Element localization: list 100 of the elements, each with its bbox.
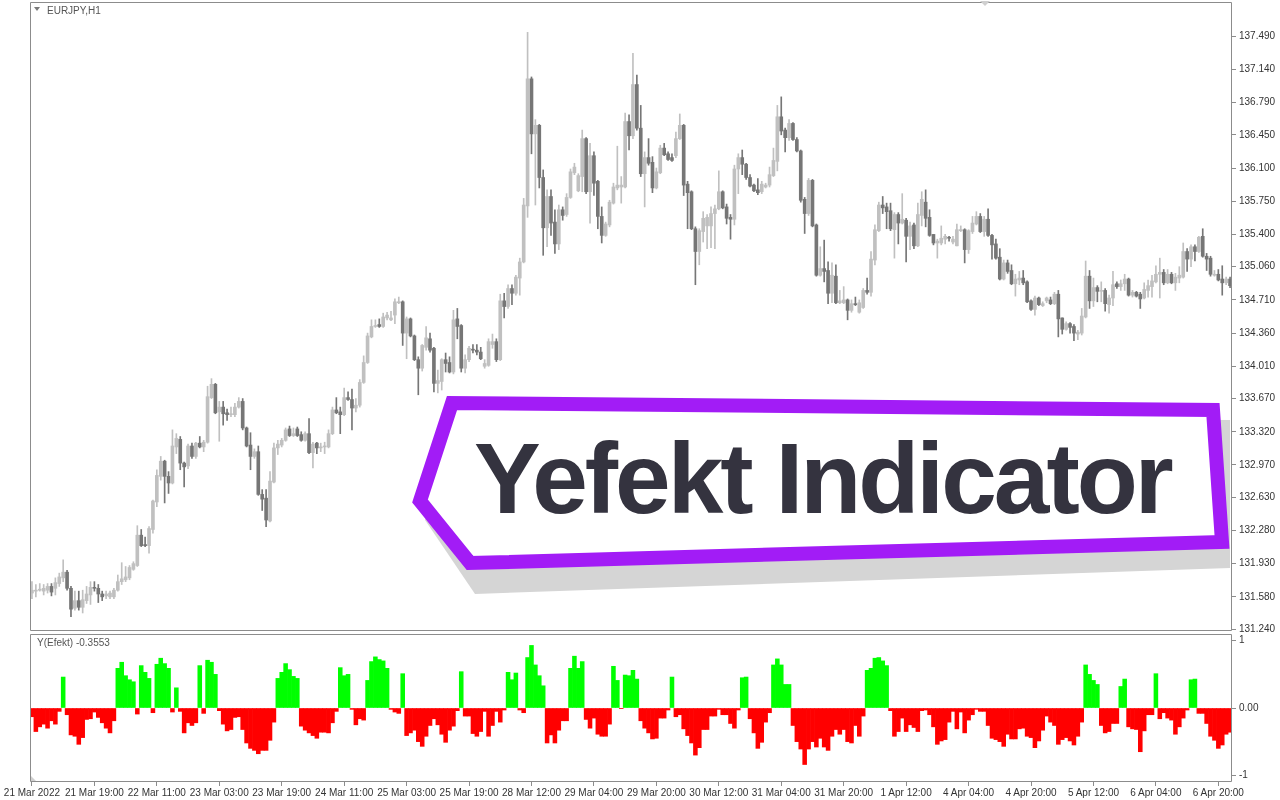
bar <box>88 708 93 720</box>
y-tick-label: 134.360 <box>1239 326 1276 338</box>
bar <box>53 708 58 725</box>
y-tick-label: 132.280 <box>1239 524 1276 536</box>
bar <box>564 708 569 722</box>
bar <box>127 679 132 708</box>
bar <box>158 657 164 708</box>
bar <box>1001 708 1006 747</box>
candlestick <box>502 292 506 319</box>
y-tick-label: 131.580 <box>1239 590 1276 602</box>
y-tick-label: 1 <box>1239 634 1245 646</box>
bar <box>1083 664 1088 708</box>
candlestick <box>229 406 233 417</box>
bar <box>962 708 967 734</box>
x-tick-label: 4 Apr 04:00 <box>943 786 995 798</box>
bar <box>892 708 897 737</box>
y-tick-label: 136.790 <box>1239 96 1276 108</box>
bar <box>458 671 464 708</box>
bar <box>1056 708 1061 745</box>
x-tick-label: 31 Mar 20:00 <box>814 786 874 798</box>
bar <box>720 708 725 716</box>
bar <box>857 708 862 737</box>
bar <box>1114 708 1120 724</box>
x-tick-label: 21 Mar 2022 <box>3 786 61 798</box>
bar <box>1216 708 1221 749</box>
bar <box>201 708 206 714</box>
bar <box>209 661 214 708</box>
x-tick-label: 28 Mar 12:00 <box>502 786 562 798</box>
x-tick-label: 25 Mar 19:00 <box>439 786 499 798</box>
bar <box>775 658 780 708</box>
bar <box>521 708 526 714</box>
bar <box>1095 684 1100 708</box>
x-tick-label: 29 Mar 04:00 <box>564 786 624 798</box>
candlestick <box>865 277 869 295</box>
bar <box>322 708 327 733</box>
annotation: Yefekt Indicator <box>474 422 1171 534</box>
candlestick <box>350 388 354 431</box>
bar <box>150 708 156 714</box>
bar <box>497 708 503 723</box>
bar <box>103 708 109 729</box>
x-tick-label: 23 Mar 19:00 <box>252 786 312 798</box>
bar <box>587 708 593 729</box>
y-tick-label: 135.400 <box>1239 228 1276 240</box>
x-tick-label: 25 Mar 03:00 <box>377 786 437 798</box>
y-tick-label: 132.970 <box>1239 458 1276 470</box>
y-tick-label: 135.060 <box>1239 260 1276 272</box>
y-tick-label: 133.670 <box>1239 392 1276 404</box>
bar <box>642 708 647 729</box>
x-tick-label: 5 Apr 12:00 <box>1067 786 1120 798</box>
bar <box>572 655 577 708</box>
x-tick-label: 23 Mar 03:00 <box>189 786 250 798</box>
y-tick-label: 132.630 <box>1239 490 1276 502</box>
bar <box>174 687 179 708</box>
bar <box>443 708 448 743</box>
bar <box>302 708 308 731</box>
candlestick <box>900 193 905 225</box>
candlestick <box>1099 281 1104 303</box>
bar <box>970 708 975 716</box>
bar <box>170 708 175 713</box>
bar <box>361 708 366 721</box>
bar <box>451 708 456 727</box>
bar <box>935 708 940 745</box>
x-tick-label: 6 Apr 20:00 <box>1192 786 1245 798</box>
candlestick <box>756 178 760 195</box>
x-tick-label: 6 Apr 04:00 <box>1130 786 1182 798</box>
bar <box>978 708 983 712</box>
x-tick-label: 29 Mar 20:00 <box>626 786 687 798</box>
bar <box>654 708 659 739</box>
bar <box>1219 708 1225 746</box>
x-tick-label: 24 Mar 11:00 <box>315 786 374 798</box>
y-tick-label: 131.240 <box>1239 622 1276 634</box>
bar <box>1013 708 1018 740</box>
bar <box>337 667 343 708</box>
bar <box>693 708 698 756</box>
x-tick-label: 21 Mar 19:00 <box>64 786 125 798</box>
bar <box>814 708 819 748</box>
x-tick-label: 4 Apr 20:00 <box>1005 786 1058 798</box>
chart-title: Y(Efekt) -0.3553 <box>37 637 111 648</box>
y-tick-label: 137.490 <box>1239 29 1276 41</box>
candlestick <box>143 536 147 547</box>
y-tick-label: 134.710 <box>1239 293 1276 305</box>
chart-title: EURJPY,H1 <box>47 5 102 16</box>
bar <box>486 708 491 737</box>
candlestick <box>818 246 823 277</box>
y-tick-label: 136.100 <box>1239 161 1276 173</box>
bar <box>166 667 171 708</box>
bar <box>1173 708 1178 735</box>
y-tick-label: -1 <box>1239 769 1249 781</box>
y-tick-label: 137.140 <box>1239 63 1276 75</box>
bar <box>119 661 124 708</box>
bar <box>400 673 405 708</box>
x-tick-label: 30 Mar 12:00 <box>689 786 749 798</box>
bar <box>45 708 50 729</box>
y-tick-label: 135.750 <box>1239 194 1276 206</box>
bar <box>529 645 534 708</box>
y-tick-label: 131.930 <box>1239 557 1276 569</box>
bar <box>295 678 300 708</box>
y-tick-label: 133.320 <box>1239 425 1276 437</box>
candlestick <box>471 344 475 354</box>
bar <box>326 708 331 734</box>
